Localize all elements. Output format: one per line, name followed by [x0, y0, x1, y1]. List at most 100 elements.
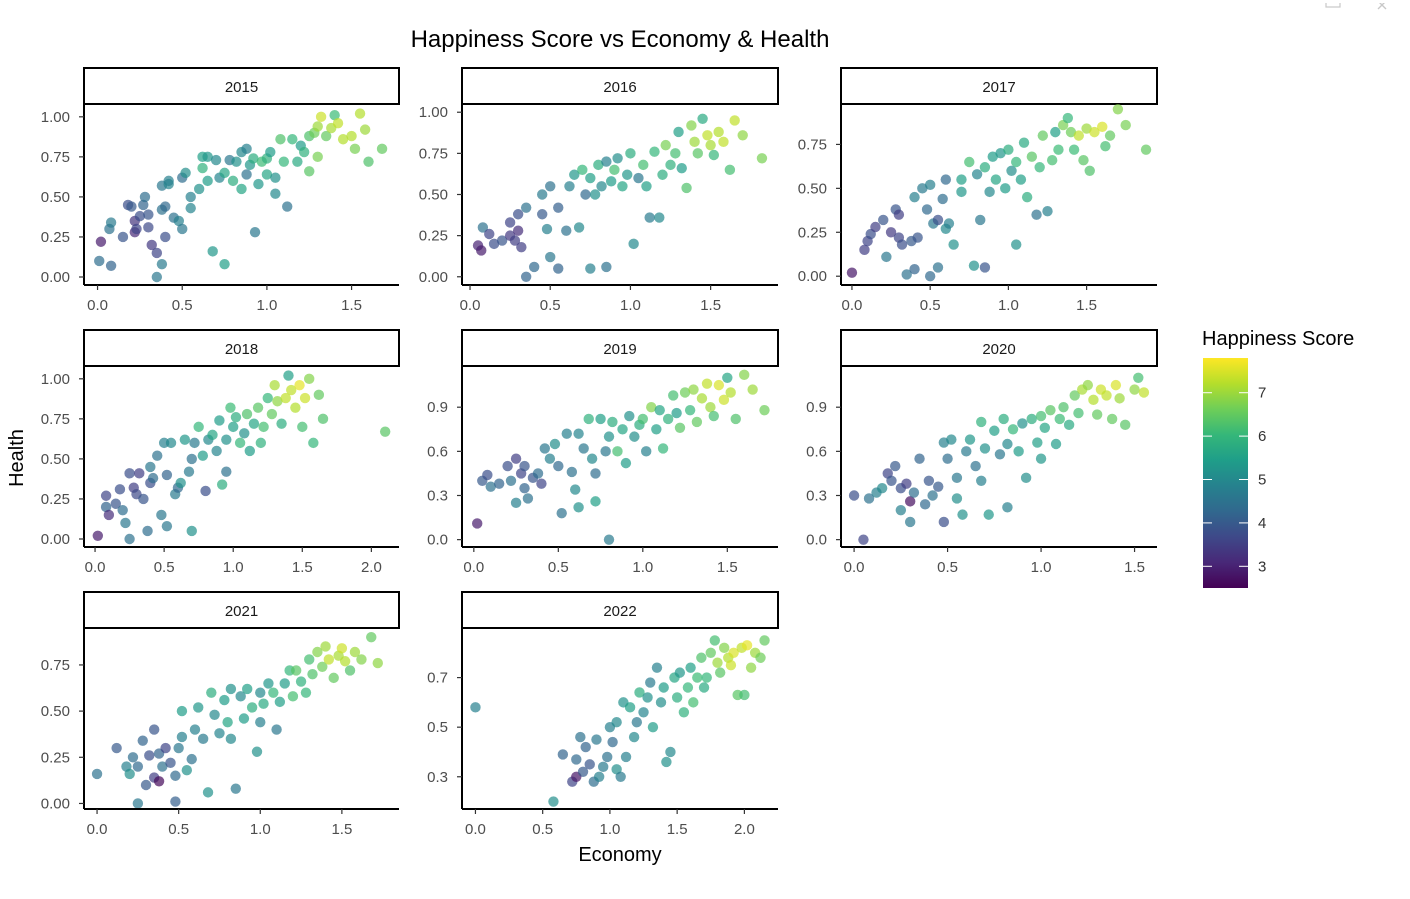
scatter-point — [1050, 126, 1061, 138]
scatter-point — [274, 696, 286, 708]
scatter-point — [510, 497, 522, 509]
scatter-point — [210, 154, 222, 166]
scatter-point — [160, 201, 171, 212]
facet-strip — [461, 67, 779, 105]
facet-strip — [83, 591, 400, 629]
scatter-point — [234, 437, 246, 449]
scatter-point — [1026, 413, 1037, 425]
y-tick-label: 0.0 — [806, 532, 827, 549]
scatter-point — [145, 461, 156, 473]
scatter-point — [848, 490, 860, 501]
facet-strip — [840, 67, 1158, 105]
scatter-point — [376, 143, 388, 155]
scatter-point — [317, 413, 329, 425]
scatter-point — [698, 682, 710, 693]
scatter-point — [583, 413, 594, 425]
scatter-point — [236, 183, 247, 195]
scatter-point — [312, 646, 323, 658]
scatter-points — [94, 108, 388, 283]
scatter-point — [914, 453, 925, 464]
scatter-point — [571, 754, 582, 765]
scatter-point — [956, 174, 967, 185]
scatter-point — [644, 212, 655, 223]
y-tick-label: 0.00 — [798, 268, 827, 285]
scatter-point — [207, 246, 218, 257]
scatter-point — [642, 692, 653, 703]
scatter-point — [372, 657, 383, 669]
scatter-point — [729, 115, 740, 126]
scatter-points — [91, 632, 383, 809]
scatter-point — [180, 167, 191, 179]
scatter-point — [617, 181, 628, 192]
scatter-point — [488, 238, 500, 250]
scatter-point — [298, 146, 310, 158]
scatter-point — [561, 428, 572, 439]
scatter-point — [138, 199, 149, 211]
scatter-point — [718, 136, 729, 148]
scatter-point — [248, 153, 259, 164]
scatter-point — [484, 228, 495, 240]
x-tick-label: 2.0 — [361, 559, 382, 576]
scatter-point — [964, 434, 976, 445]
scatter-point — [1120, 119, 1131, 131]
scatter-point — [496, 235, 508, 246]
facet-strip-label: 2018 — [225, 341, 258, 358]
scatter-point — [1062, 112, 1074, 124]
scatter-point — [1032, 437, 1043, 448]
scatter-point — [263, 678, 274, 689]
y-tick-label: 0.50 — [41, 451, 70, 468]
scatter-point — [961, 446, 972, 457]
scatter-point — [601, 156, 612, 167]
scatter-point — [577, 164, 588, 176]
scatter-point — [971, 169, 983, 180]
scatter-points — [472, 113, 768, 282]
scatter-point — [575, 731, 586, 743]
scatter-point — [553, 263, 564, 274]
scatter-point — [541, 223, 553, 235]
scatter-point — [103, 509, 115, 521]
scatter-point — [1026, 151, 1038, 162]
scatter-point — [932, 262, 944, 273]
scatter-point — [105, 260, 117, 271]
x-tick-label: 0.0 — [463, 559, 484, 576]
scatter-point — [317, 661, 328, 672]
scatter-point — [241, 408, 253, 420]
legend: Happiness Score 3 4 5 6 7 — [1202, 328, 1354, 588]
maximize-icon[interactable] — [1325, 0, 1341, 8]
close-icon[interactable] — [1377, 0, 1387, 10]
scatter-point — [519, 460, 530, 472]
scatter-point — [846, 267, 858, 278]
scatter-point — [615, 771, 626, 782]
scatter-point — [658, 682, 669, 693]
scatter-point — [95, 236, 107, 247]
scatter-point — [512, 225, 524, 236]
x-tick-label: 0.5 — [920, 297, 941, 314]
scatter-point — [933, 481, 944, 492]
scatter-point — [620, 457, 632, 469]
scatter-point — [863, 493, 875, 504]
scatter-point — [673, 126, 684, 138]
y-tick-label: 0.50 — [41, 189, 70, 206]
scatter-point — [1089, 126, 1100, 138]
scatter-point — [163, 175, 174, 187]
scatter-point — [725, 387, 736, 398]
scatter-point — [248, 418, 260, 429]
scatter-point — [657, 169, 668, 180]
scatter-point — [280, 392, 291, 404]
scatter-point — [590, 496, 601, 507]
y-tick-label: 1.00 — [419, 104, 448, 121]
facet-strip-label: 2015 — [225, 79, 258, 96]
scatter-point — [968, 260, 980, 271]
x-tick-label: 1.5 — [717, 559, 738, 576]
x-tick-label: 0.0 — [842, 297, 863, 314]
scatter-point — [105, 217, 117, 228]
scatter-point — [336, 643, 348, 654]
scatter-point — [979, 262, 991, 273]
scatter-point — [937, 193, 948, 205]
scatter-point — [1035, 453, 1047, 464]
scatter-point — [270, 172, 281, 183]
scatter-point — [747, 384, 758, 395]
x-tick-label: 0.5 — [154, 559, 175, 576]
scatter-point — [909, 191, 920, 203]
scatter-point — [1082, 379, 1094, 391]
